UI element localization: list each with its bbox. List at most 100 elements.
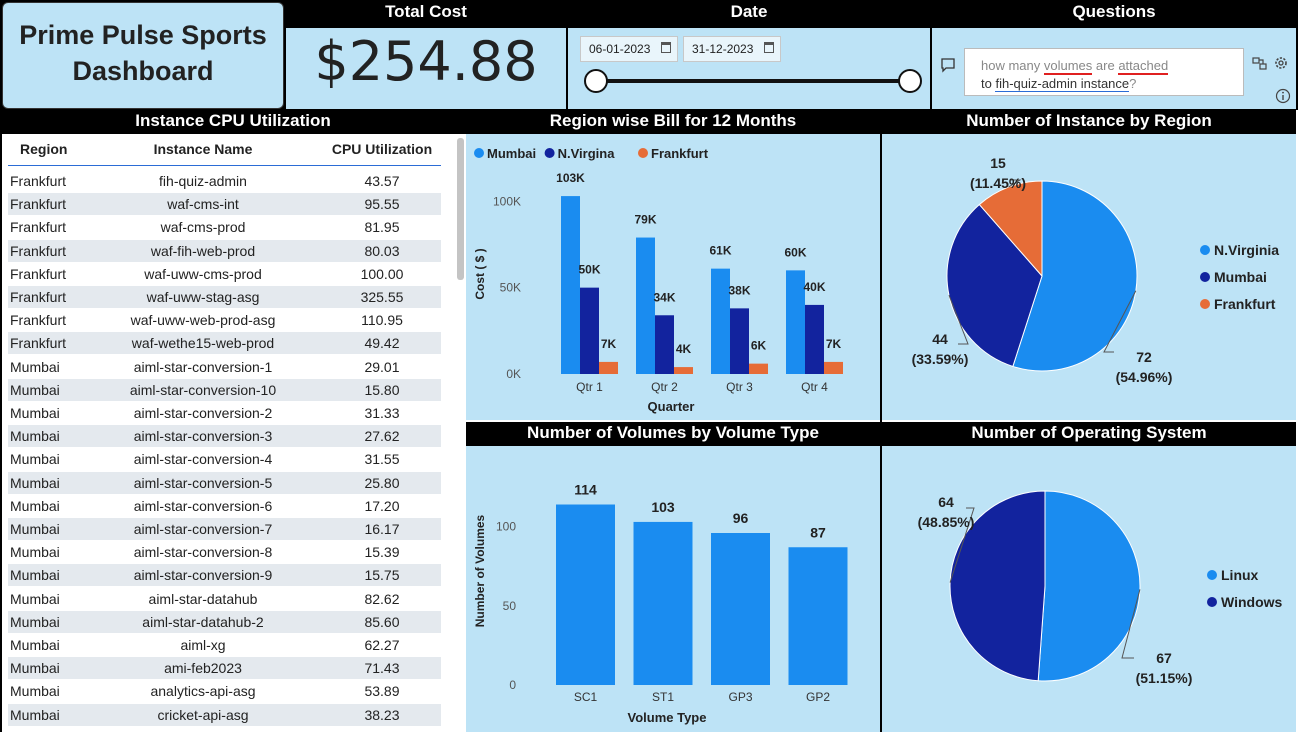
x-tick-label: Qtr 2	[651, 380, 678, 394]
calendar-icon[interactable]	[764, 42, 774, 53]
legend-label: Windows	[1221, 594, 1283, 610]
instance-region-chart: 72 (54.96%) 44 (33.59%) 15 (11.45%) N.Virginia…	[912, 155, 1280, 385]
table-row[interactable]: Mumbai aiml-star-conversion-3 27.62	[8, 425, 441, 448]
cell-instance-name: waf-cms-prod	[160, 219, 246, 236]
cell-instance-name: aiml-star-datahub	[148, 590, 258, 607]
legend-label: Frankfurt	[1214, 296, 1276, 312]
table-row[interactable]: Mumbai aiml-star-conversion-4 31.55	[8, 448, 441, 470]
y-tick-label: 0K	[506, 367, 521, 381]
table-row[interactable]: Mumbai aiml-star-conversion-10 15.80	[8, 378, 441, 401]
cell-instance-name: aiml-star-conversion-3	[133, 428, 273, 445]
page-title: Prime Pulse Sports Dashboard	[19, 20, 267, 86]
chart-title: Number of Instance by Region	[882, 110, 1296, 134]
cell-cpu-utilization: 31.55	[364, 451, 400, 468]
table-row[interactable]: Mumbai aiml-star-conversion-8 15.39	[8, 541, 441, 563]
cell-instance-name: aiml-star-conversion-8	[133, 544, 273, 561]
table-row[interactable]: Mumbai aiml-star-conversion-9 15.75	[8, 564, 441, 587]
table-row[interactable]: Mumbai aiml-star-conversion-5 25.80	[8, 471, 441, 494]
x-tick-label: GP3	[728, 690, 752, 704]
table-row[interactable]: Mumbai ami-feb2023 71.43	[8, 657, 441, 680]
y-axis-label: Number of Volumes	[473, 514, 487, 627]
legend-label: N.Virgina	[558, 146, 616, 161]
table-row[interactable]: Frankfurt waf-uww-web-prod-asg 110.95	[8, 309, 441, 331]
cell-region: Frankfurt	[10, 289, 67, 305]
cell-instance-name: aiml-star-conversion-9	[133, 567, 273, 584]
calendar-icon[interactable]	[661, 42, 671, 53]
table-scrollbar[interactable]	[457, 138, 464, 280]
y-tick-label: 0	[509, 678, 516, 692]
cell-instance-name: waf-wethe15-web-prod	[131, 335, 275, 352]
bar-mumbai	[561, 196, 580, 374]
data-label: 103K	[556, 171, 585, 185]
date-slider-start-handle[interactable]	[584, 69, 608, 93]
comment-icon[interactable]	[940, 57, 956, 73]
table-row[interactable]: Frankfurt fih-quiz-admin 43.57	[8, 170, 441, 192]
cell-cpu-utilization: 31.33	[364, 405, 400, 421]
table-row[interactable]: Mumbai aiml-star-datahub 82.62	[8, 588, 441, 610]
date-slider-end-handle[interactable]	[898, 69, 922, 93]
cell-instance-name: waf-uww-cms-prod	[144, 265, 262, 282]
divider	[880, 110, 882, 732]
x-tick-label: Qtr 4	[801, 380, 828, 394]
legend-label: Mumbai	[487, 146, 536, 161]
table-row[interactable]: Frankfurt waf-fih-web-prod 80.03	[8, 239, 441, 262]
legend-marker	[1207, 597, 1217, 607]
table-row[interactable]: Frankfurt waf-cms-int 95.55	[8, 193, 441, 216]
legend-marker	[1200, 299, 1210, 309]
cell-cpu-utilization: 17.20	[364, 497, 400, 514]
column-header[interactable]: Instance Name	[153, 141, 253, 157]
cell-region: Mumbai	[10, 544, 60, 561]
bar-mumbai	[786, 270, 805, 374]
table-row[interactable]: Frankfurt waf-uww-cms-prod 100.00	[8, 263, 441, 285]
cell-cpu-utilization: 15.80	[364, 381, 400, 398]
cell-cpu-utilization: 15.39	[364, 544, 400, 561]
table-row[interactable]: Mumbai aiml-star-conversion-2 31.33	[8, 402, 441, 424]
cell-cpu-utilization: 16.17	[364, 521, 400, 537]
end-date-field[interactable]: 31-12-2023	[683, 36, 781, 62]
cell-instance-name: waf-fih-web-prod	[150, 242, 256, 259]
info-icon[interactable]	[1275, 88, 1291, 104]
gear-icon[interactable]	[1273, 55, 1289, 71]
y-tick-label: 100K	[493, 194, 521, 208]
data-label: (51.15%)	[1136, 670, 1193, 686]
cell-region: Frankfurt	[10, 265, 67, 282]
cell-region: Frankfurt	[10, 173, 67, 189]
cell-instance-name: aiml-star-datahub-2	[142, 613, 264, 630]
link-icon[interactable]	[1252, 55, 1268, 71]
data-label: (11.45%)	[970, 175, 1026, 191]
column-header[interactable]: CPU Utilization	[331, 141, 433, 157]
cell-region: Mumbai	[10, 613, 60, 630]
cell-instance-name: aiml-star-conversion-7	[133, 521, 273, 537]
start-date-field[interactable]: 06-01-2023	[580, 36, 678, 62]
table-row[interactable]: Mumbai aiml-star-datahub-2 85.60	[8, 610, 441, 633]
cell-instance-name: waf-cms-int	[167, 196, 239, 213]
total-cost-value: $254.88	[314, 30, 538, 93]
os-chart: 67 (51.15%) 64 (48.85%) Linux Windows	[918, 490, 1283, 686]
table-row[interactable]: Mumbai aiml-star-conversion-1 29.01	[8, 356, 441, 378]
table-row[interactable]: Mumbai aiml-star-conversion-6 17.20	[8, 495, 441, 517]
x-axis-label: Volume Type	[628, 710, 707, 725]
table-row[interactable]: Mumbai aiml-xg 62.27	[8, 634, 441, 656]
table-row[interactable]: Frankfurt waf-cms-prod 81.95	[8, 216, 441, 238]
qa-text: how many	[981, 58, 1044, 73]
cell-instance-name: aiml-star-conversion-5	[133, 474, 273, 491]
legend-marker	[1200, 272, 1210, 282]
table-row[interactable]: Mumbai analytics-api-asg 53.89	[8, 680, 441, 702]
data-label: 96	[733, 510, 749, 526]
qa-input[interactable]: how many volumes are attached to fih-qui…	[964, 48, 1244, 96]
table-row[interactable]: Frankfurt waf-uww-stag-asg 325.55	[8, 286, 441, 308]
cell-instance-name: fih-quiz-admin	[159, 173, 247, 189]
cell-instance-name: aiml-star-conversion-6	[133, 497, 273, 514]
table-row[interactable]: Frankfurt waf-wethe15-web-prod 49.42	[8, 332, 441, 355]
table-row[interactable]: Mumbai cricket-api-asg 38.23	[8, 703, 441, 726]
cell-region: Mumbai	[10, 451, 60, 468]
table-row[interactable]: Mumbai aiml-star-conversion-7 16.17	[8, 518, 441, 540]
chart-title: Number of Operating System	[882, 422, 1296, 446]
bar-frankfurt	[749, 363, 768, 374]
date-slider-track[interactable]	[596, 79, 910, 83]
x-tick-label: GP2	[806, 690, 830, 704]
data-label: 72	[1136, 349, 1152, 365]
legend-marker	[544, 148, 555, 158]
column-header[interactable]: Region	[20, 141, 68, 157]
table-header-row: Region Instance Name CPU Utilization	[8, 138, 441, 166]
